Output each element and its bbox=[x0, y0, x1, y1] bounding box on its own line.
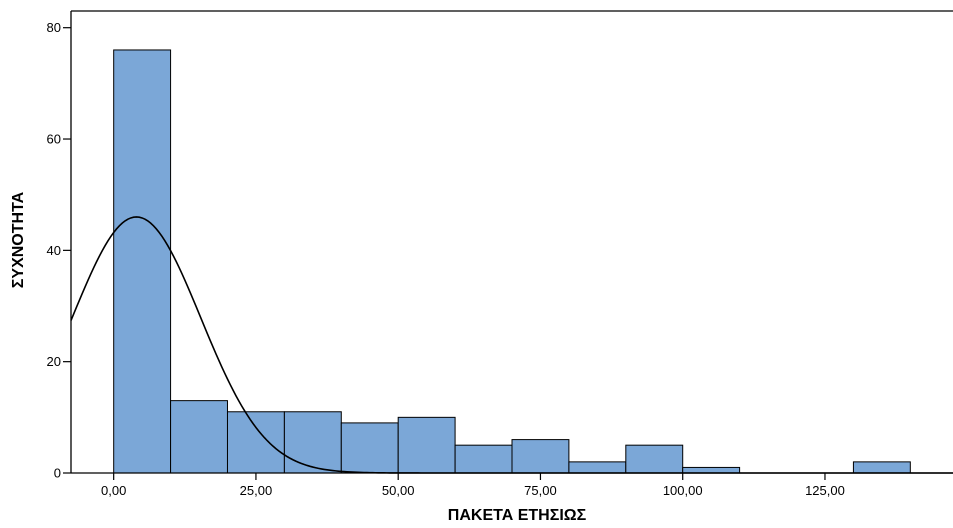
x-axis-title: ΠΑΚΕΤΑ ΕΤΗΣΙΩΣ bbox=[448, 507, 587, 523]
histogram-bars bbox=[113, 49, 911, 474]
histogram-bar bbox=[454, 444, 513, 474]
histogram-bar bbox=[625, 444, 684, 474]
x-tick-label: 25,00 bbox=[240, 483, 273, 498]
x-tick-label: 50,00 bbox=[382, 483, 415, 498]
y-axis-title: ΣΥΧΝΟΤΗΤΑ bbox=[10, 191, 27, 288]
y-tick-label: 40 bbox=[47, 243, 61, 258]
histogram-bar bbox=[568, 461, 627, 474]
histogram-bar bbox=[397, 416, 456, 474]
histogram-bar bbox=[170, 400, 228, 474]
y-ticks: 0 20 40 60 80 bbox=[47, 20, 71, 481]
x-tick-label: 125,00 bbox=[805, 483, 845, 498]
histogram-bar bbox=[283, 411, 342, 474]
histogram-bar bbox=[340, 422, 399, 474]
histogram-bar bbox=[511, 439, 570, 474]
x-tick-label: 100,00 bbox=[663, 483, 703, 498]
axes bbox=[70, 10, 953, 474]
y-tick-label: 60 bbox=[47, 132, 61, 147]
x-tick-label: 0,00 bbox=[101, 483, 126, 498]
histogram-bar bbox=[852, 461, 911, 474]
y-tick-label: 0 bbox=[54, 466, 61, 481]
x-ticks: 0,00 25,00 50,00 75,00 100,00 125,00 bbox=[101, 473, 845, 498]
y-tick-label: 80 bbox=[47, 20, 61, 35]
histogram-bar bbox=[226, 411, 285, 474]
x-tick-label: 75,00 bbox=[524, 483, 557, 498]
histogram-bar bbox=[113, 49, 172, 474]
y-tick-label: 20 bbox=[47, 354, 61, 369]
histogram-bar bbox=[682, 466, 741, 474]
